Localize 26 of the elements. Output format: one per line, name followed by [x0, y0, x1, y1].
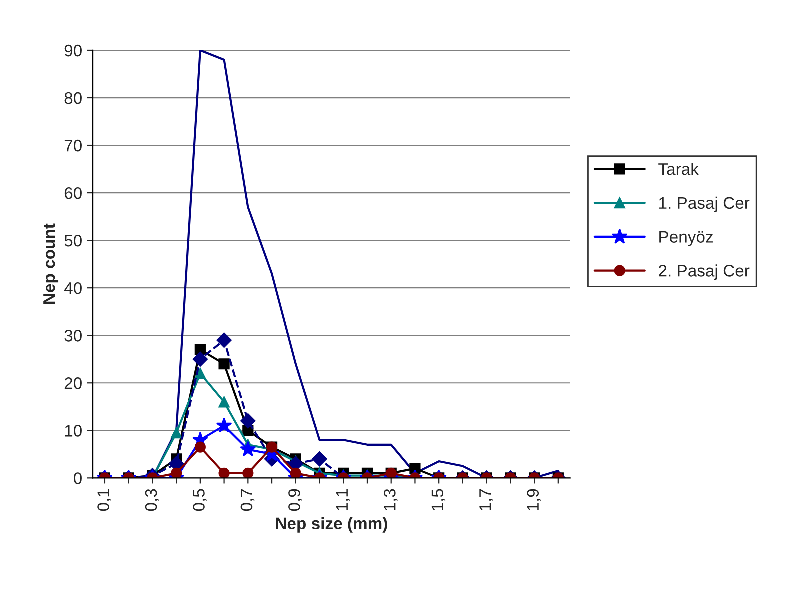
x-tick-label: 1,9 [527, 489, 541, 510]
y-tick-label: 80 [64, 92, 82, 104]
x-tick-label: 0,9 [288, 489, 302, 512]
y-tick-label: 30 [64, 330, 82, 342]
legend-label: Tarak [658, 162, 699, 176]
y-tick-label: 20 [64, 378, 82, 390]
x-tick-label: 1,7 [480, 489, 494, 510]
x-tick-label: 0,5 [193, 489, 207, 512]
x-axis-title: Nep size (mm) [276, 517, 388, 533]
x-tick-label: 1,3 [384, 489, 398, 510]
x-tick-label: 0,3 [145, 489, 160, 512]
x-tick-label: 1,5 [432, 489, 446, 510]
legend-label: 1. Pasaj Cer [659, 196, 750, 212]
x-tick-label: 0,1 [98, 489, 112, 512]
x-tick-label: 0,7 [240, 489, 255, 512]
y-tick-label: 70 [64, 140, 82, 152]
y-tick-label: 10 [65, 425, 82, 437]
legend-label: Penyöz [660, 231, 713, 246]
y-axis-title: Nep count [44, 224, 59, 304]
y-tick-label: 40 [64, 282, 82, 294]
legend-label: 2. Pasaj Cer [659, 264, 750, 280]
y-tick-label: 0 [74, 472, 82, 484]
y-tick-label: 60 [64, 187, 82, 200]
y-tick-label: 90 [64, 44, 82, 57]
x-tick-label: 1,1 [336, 489, 350, 510]
y-tick-label: 50 [64, 234, 82, 247]
